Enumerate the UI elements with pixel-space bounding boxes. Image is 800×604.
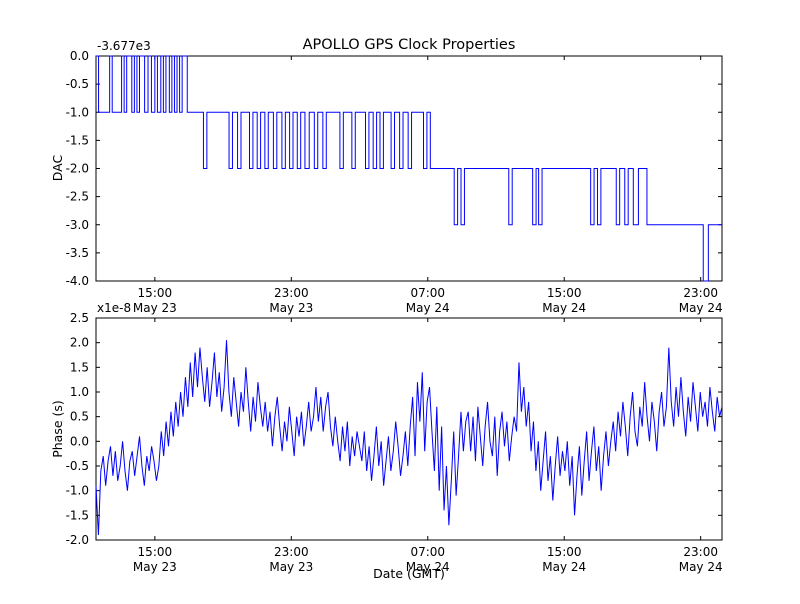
x-tick-date-label: May 23	[133, 560, 177, 574]
y-tick-label: -0.5	[66, 459, 89, 473]
phase-offset-label: x1e-8	[97, 301, 131, 315]
figure-title: APOLLO GPS Clock Properties	[303, 37, 516, 53]
y-tick-label: 1.5	[70, 360, 89, 374]
dac-data-line	[96, 55, 722, 282]
plots-group: 0.0 -0.5 -1.0 -1.5 -2.0 -2.5 -3.0 -3.5 -4.0 15:00…	[66, 49, 723, 574]
dac-axis-label: DAC	[50, 154, 65, 181]
x-tick-date-label: May 24	[679, 560, 723, 574]
phase-plot: 2.52.01.51.00.50.0-0.5-1.0-1.5-2.015:00M…	[66, 311, 723, 574]
y-tick-label: -2.0	[66, 162, 89, 176]
x-tick-time-label: 15:00	[138, 545, 173, 559]
y-tick-label: -1.5	[66, 133, 89, 147]
y-tick-label: -3.5	[66, 246, 89, 260]
x-tick-date-label: May 23	[269, 301, 313, 315]
phase-axis-label: Phase (s)	[50, 400, 65, 458]
dac-offset-label: -3.677e3	[97, 39, 151, 53]
y-tick-label: -0.5	[66, 77, 89, 91]
x-tick-date-label: May 24	[542, 560, 586, 574]
y-tick-label: 2.5	[70, 311, 89, 325]
x-tick-date-label: May 23	[133, 301, 177, 315]
x-tick-date-label: May 23	[269, 560, 313, 574]
y-tick-label: 0.0	[70, 49, 89, 63]
x-tick-time-label: 15:00	[547, 286, 582, 300]
y-tick-label: 2.0	[70, 336, 89, 350]
date-axis-label: Date (GMT)	[373, 566, 445, 581]
dac-plot: 0.0 -0.5 -1.0 -1.5 -2.0 -2.5 -3.0 -3.5 -4.0 15:00…	[66, 49, 723, 315]
x-tick-time-label: 07:00	[410, 286, 445, 300]
y-tick-label: -1.0	[66, 484, 89, 498]
y-tick-label: -1.0	[66, 105, 89, 119]
y-tick-label: -2.5	[66, 190, 89, 204]
x-tick-time-label: 15:00	[547, 545, 582, 559]
phase-axes-frame	[95, 317, 723, 541]
x-tick-time-label: 07:00	[410, 545, 445, 559]
y-tick-label: 0.0	[70, 434, 89, 448]
x-tick-time-label: 23:00	[683, 545, 718, 559]
y-tick-label: -3.0	[66, 218, 89, 232]
x-tick-time-label: 23:00	[274, 545, 309, 559]
phase-data-line	[95, 340, 723, 536]
x-tick-date-label: May 24	[542, 301, 586, 315]
x-tick-date-label: May 24	[679, 301, 723, 315]
x-tick-date-label: May 24	[406, 301, 450, 315]
x-tick-time-label: 15:00	[138, 286, 173, 300]
y-tick-label: -2.0	[66, 533, 89, 547]
y-tick-label: -4.0	[66, 274, 89, 288]
x-tick-time-label: 23:00	[683, 286, 718, 300]
y-tick-label: 0.5	[70, 410, 89, 424]
y-tick-label: 1.0	[70, 385, 89, 399]
y-tick-label: -1.5	[66, 508, 89, 522]
x-tick-time-label: 23:00	[274, 286, 309, 300]
x-tick-date-label: May 24	[406, 560, 450, 574]
